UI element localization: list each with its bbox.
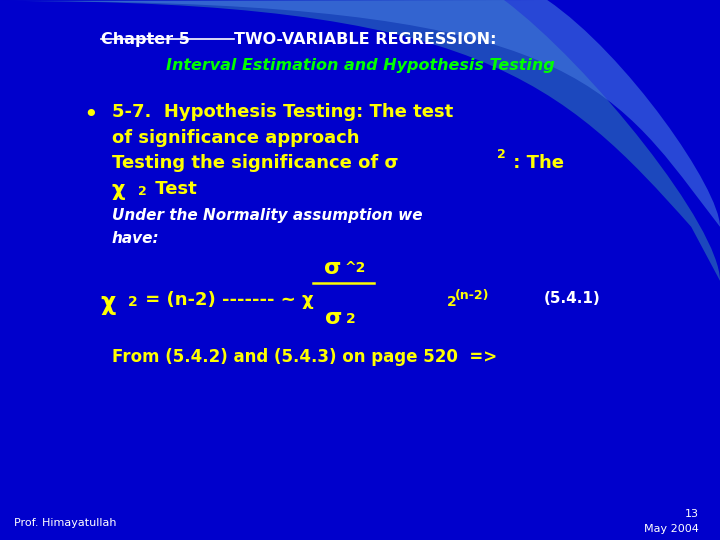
Text: Interval Estimation and Hypothesis Testing: Interval Estimation and Hypothesis Testi… bbox=[166, 58, 554, 73]
Text: σ: σ bbox=[325, 308, 343, 328]
PathPatch shape bbox=[498, 0, 720, 281]
Text: σ: σ bbox=[324, 258, 341, 278]
Text: 2: 2 bbox=[127, 295, 138, 309]
Text: (n-2): (n-2) bbox=[455, 289, 490, 302]
Text: Test: Test bbox=[149, 180, 197, 198]
Text: 2: 2 bbox=[346, 312, 356, 326]
Text: χ: χ bbox=[112, 180, 125, 200]
Text: Testing the significance of σ: Testing the significance of σ bbox=[112, 154, 398, 172]
Text: From (5.4.2) and (5.4.3) on page 520  =>: From (5.4.2) and (5.4.3) on page 520 => bbox=[112, 348, 497, 366]
PathPatch shape bbox=[541, 0, 720, 227]
Text: (5.4.1): (5.4.1) bbox=[544, 291, 600, 306]
Text: ^2: ^2 bbox=[344, 261, 366, 275]
Text: TWO-VARIABLE REGRESSION:: TWO-VARIABLE REGRESSION: bbox=[234, 32, 497, 48]
Text: = (n-2) ------- ~ χ: = (n-2) ------- ~ χ bbox=[139, 291, 314, 308]
Text: 2: 2 bbox=[446, 295, 456, 309]
Text: χ: χ bbox=[101, 291, 116, 314]
Text: of significance approach: of significance approach bbox=[112, 129, 359, 146]
Text: May 2004: May 2004 bbox=[644, 523, 698, 534]
Text: 5-7.  Hypothesis Testing: The test: 5-7. Hypothesis Testing: The test bbox=[112, 103, 453, 120]
Text: •: • bbox=[83, 103, 97, 126]
Text: have:: have: bbox=[112, 231, 159, 246]
Text: Chapter 5: Chapter 5 bbox=[101, 32, 195, 48]
Text: 13: 13 bbox=[685, 509, 698, 519]
Text: 2: 2 bbox=[497, 148, 505, 161]
Text: Prof. Himayatullah: Prof. Himayatullah bbox=[14, 518, 117, 528]
Text: 2: 2 bbox=[138, 185, 147, 198]
Text: Under the Normality assumption we: Under the Normality assumption we bbox=[112, 208, 422, 223]
Text: : The: : The bbox=[507, 154, 564, 172]
